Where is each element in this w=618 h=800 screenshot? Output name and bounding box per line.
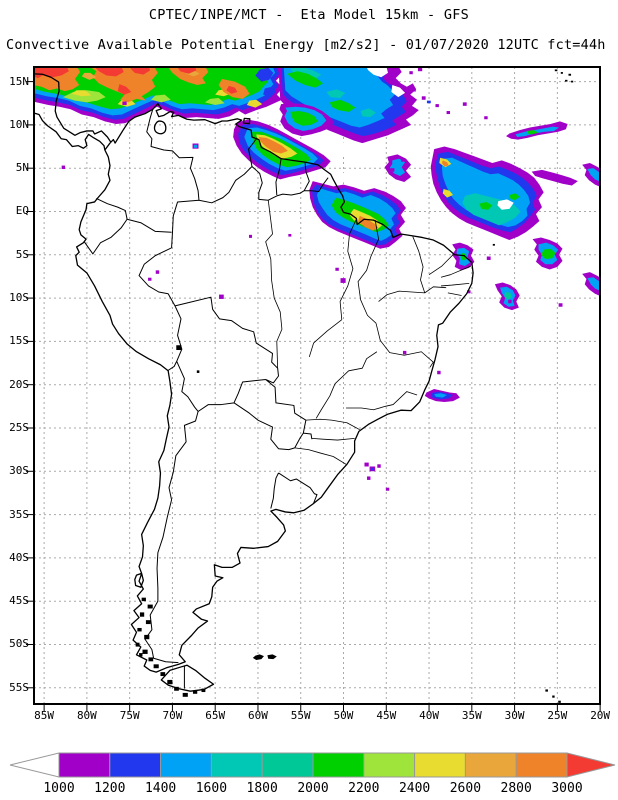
lat-tick-label: 30S [9, 464, 29, 478]
lon-tick-label: 60W [248, 709, 268, 722]
colorbar-tick-label: 2000 [297, 781, 329, 796]
lat-tick-label: 10N [9, 117, 29, 131]
coastline [33, 74, 473, 691]
lon-tick-label: 40W [419, 709, 439, 722]
lon-tick-label: 30W [504, 709, 525, 722]
colorbar-box [160, 752, 212, 778]
lat-tick-label: 15N [9, 74, 29, 88]
lon-tick-label: 65W [205, 709, 226, 722]
lon-tick-label: 25W [547, 709, 568, 722]
lat-tick-label: 20S [9, 377, 29, 391]
page-title: CPTEC/INPE/MCT - Eta Model 15km - GFS [148, 7, 470, 23]
lat-tick-label: 5S [15, 247, 29, 261]
islands [135, 69, 574, 703]
map-outlines [33, 69, 574, 703]
colorbar-box [210, 752, 263, 778]
lat-tick-label: 55S [9, 680, 29, 694]
colorbar-box [312, 752, 365, 778]
colorbar-over-range-arrow [566, 752, 616, 778]
lat-tick-label: EQ [15, 204, 29, 218]
lon-tick-label: 55W [290, 709, 311, 722]
colorbar-box [363, 752, 416, 778]
lon-tick-label: 20W [590, 709, 611, 722]
state-borders [266, 200, 471, 464]
colorbar-tick-label: 2600 [449, 781, 482, 796]
colorbar-box [58, 752, 111, 778]
lon-tick-label: 75W [119, 709, 140, 722]
map-frame [33, 66, 601, 705]
colorbar-box [464, 752, 517, 778]
lat-tick-label: 10S [9, 291, 29, 305]
colorbar-tick-label: 1800 [246, 781, 278, 796]
colorbar-tick-label: 3000 [551, 781, 583, 796]
colorbar-box [515, 752, 568, 778]
colorbar-tick-label: 1200 [94, 781, 126, 796]
colorbar-tick-label: 1000 [43, 781, 75, 796]
colorbar-under-range-arrow [9, 752, 60, 778]
page-subtitle: Convective Available Potential Energy [m… [6, 37, 606, 53]
colorbar-tick-label: 2200 [348, 781, 380, 796]
cape-field [34, 67, 600, 491]
colorbar-box [109, 752, 162, 778]
colorbar-box [414, 752, 466, 778]
colorbar-box [261, 752, 314, 778]
lat-tick-label: 15S [9, 334, 29, 348]
country-borders [84, 109, 328, 688]
lon-tick-label: 85W [34, 709, 55, 722]
lon-tick-label: 35W [461, 709, 482, 722]
lat-tick-label: 45S [9, 594, 29, 608]
lat-tick-label: 25S [9, 420, 29, 434]
lat-tick-label: 50S [9, 637, 29, 651]
colorbar-tick-label: 2800 [500, 781, 532, 796]
colorbar-tick-label: 2400 [398, 781, 431, 796]
lat-tick-label: 35S [9, 507, 29, 521]
lon-tick-label: 80W [76, 709, 97, 722]
colorbar-tick-label: 1600 [195, 781, 228, 796]
lon-tick-label: 70W [162, 709, 183, 722]
colorbar-tick-label: 1400 [144, 781, 177, 796]
cape-specks [61, 67, 563, 491]
colorbar [9, 752, 616, 778]
lat-tick-label: 40S [9, 550, 29, 564]
lon-tick-label: 50W [333, 709, 354, 722]
axis-ticks [26, 81, 601, 711]
lon-tick-label: 45W [376, 709, 397, 722]
lat-tick-label: 5N [15, 161, 29, 175]
